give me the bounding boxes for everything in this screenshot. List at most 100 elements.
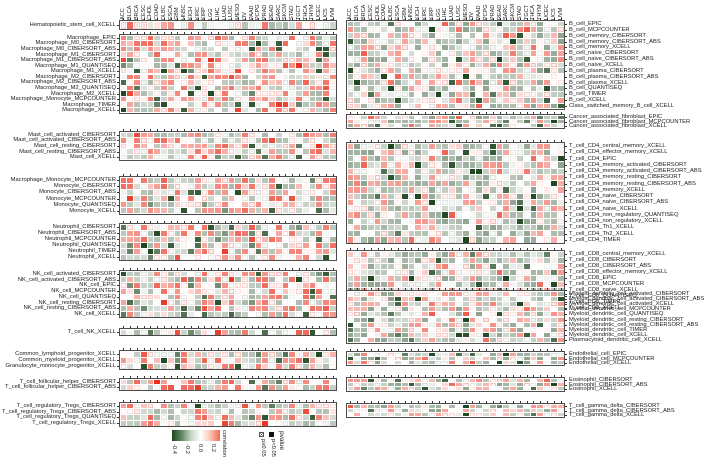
heatmap-cell — [550, 322, 557, 327]
axis-tick — [479, 375, 481, 377]
heatmap-cell — [550, 68, 557, 74]
heatmap-cell — [374, 206, 381, 212]
heatmap-cell — [354, 224, 361, 230]
heatmap-cell — [174, 242, 181, 248]
heatmap-cell — [262, 224, 268, 230]
heatmap-cell — [557, 39, 564, 44]
heatmap-cell — [422, 257, 428, 263]
row-label: T_cell_CD4_memory_resting_CIBERSORT_ABS — [569, 180, 696, 187]
axis-tick — [197, 32, 199, 34]
heatmap-cell — [401, 86, 408, 91]
heatmap-cell — [140, 329, 147, 335]
heatmap-cell — [188, 107, 194, 113]
heatmap-cell — [469, 80, 476, 86]
heatmap-cell — [161, 154, 167, 160]
heatmap-cell — [374, 193, 381, 199]
heatmap-cell — [388, 62, 394, 68]
heatmap-cell — [134, 46, 140, 52]
heatmap-cell — [140, 35, 147, 41]
heatmap-cell — [415, 291, 422, 296]
heatmap-cell — [537, 312, 544, 317]
heatmap-cell — [354, 408, 361, 413]
heatmap-cell — [422, 356, 428, 361]
heatmap-cell — [530, 74, 537, 80]
heatmap-cell — [282, 138, 289, 143]
axis-tick — [325, 326, 327, 328]
heatmap-cell — [489, 322, 496, 327]
heatmap-cell — [374, 103, 381, 109]
heatmap-cell — [394, 27, 401, 33]
heatmap-cell — [469, 199, 476, 205]
heatmap-cell — [242, 91, 248, 96]
heatmap-cell — [262, 311, 268, 317]
axis-tick — [332, 32, 334, 34]
heatmap-cell — [401, 115, 408, 119]
heatmap-cell — [517, 74, 523, 80]
heatmap-cell — [242, 283, 248, 288]
heatmap-cell — [248, 41, 255, 46]
axis-tick — [565, 314, 567, 316]
heatmap-cell — [140, 189, 147, 195]
heatmap-cell — [208, 224, 214, 230]
heatmap-cell — [422, 193, 428, 199]
heatmap-cell — [435, 193, 442, 199]
heatmap-cell — [194, 189, 201, 195]
heatmap-cell — [367, 33, 374, 39]
axis-tick — [278, 400, 280, 402]
heatmap-cell — [394, 212, 401, 218]
heatmap-cell — [361, 86, 367, 91]
heatmap-cell — [208, 403, 214, 409]
heatmap-cell — [469, 413, 476, 417]
heatmap-cell — [381, 269, 388, 275]
heatmap-cell — [415, 361, 422, 365]
axis-tick — [163, 376, 165, 378]
heatmap-cell — [248, 102, 255, 107]
axis-tick — [278, 174, 280, 176]
heatmap-cell — [523, 317, 530, 322]
heatmap-cell — [208, 41, 214, 46]
axis-tick — [492, 112, 494, 114]
heatmap-cell — [523, 322, 530, 327]
heatmap-cell — [161, 143, 167, 149]
heatmap-cell — [309, 230, 316, 236]
axis-tick — [519, 401, 521, 403]
heatmap-cell — [221, 224, 228, 230]
heatmap-cell — [201, 208, 208, 214]
colorbar-tick-3: 0.2 — [210, 444, 216, 453]
axis-tick — [325, 400, 327, 402]
heatmap-cell — [442, 212, 449, 218]
heatmap-cell — [489, 218, 496, 224]
heatmap-cell — [428, 143, 435, 149]
heatmap-cell — [550, 257, 557, 263]
heatmap-cell — [255, 52, 262, 57]
heatmap-cell — [221, 96, 228, 102]
heatmap-cell — [503, 212, 510, 218]
axis-tick — [197, 268, 199, 270]
row-label: Cancer_associated_fibroblast_EPIC — [569, 114, 663, 121]
heatmap-cell — [462, 199, 469, 205]
heatmap-cell — [476, 21, 483, 27]
heatmap-cell — [550, 168, 557, 174]
heatmap-cell — [456, 39, 462, 44]
heatmap-cell — [167, 300, 174, 305]
axis-tick — [472, 140, 474, 142]
axis-tick — [117, 273, 119, 275]
heatmap-cell — [523, 199, 530, 205]
heatmap-cell — [496, 263, 503, 269]
heatmap-cell — [428, 206, 435, 212]
heatmap-cell — [127, 149, 133, 154]
axis-tick — [424, 140, 426, 142]
heatmap-cell — [147, 294, 154, 300]
heatmap-cell — [174, 306, 181, 311]
heatmap-cell — [140, 300, 147, 305]
heatmap-cell — [496, 281, 503, 287]
heatmap-cell — [462, 356, 469, 361]
heatmap-cell — [255, 415, 262, 420]
heatmap-cell — [188, 52, 194, 57]
heatmap-cell — [188, 183, 194, 189]
heatmap-cell — [228, 143, 235, 149]
heatmap-cell — [422, 199, 428, 205]
heatmap-cell — [456, 231, 462, 237]
heatmap-cell — [323, 409, 329, 414]
heatmap-cell — [503, 181, 510, 187]
